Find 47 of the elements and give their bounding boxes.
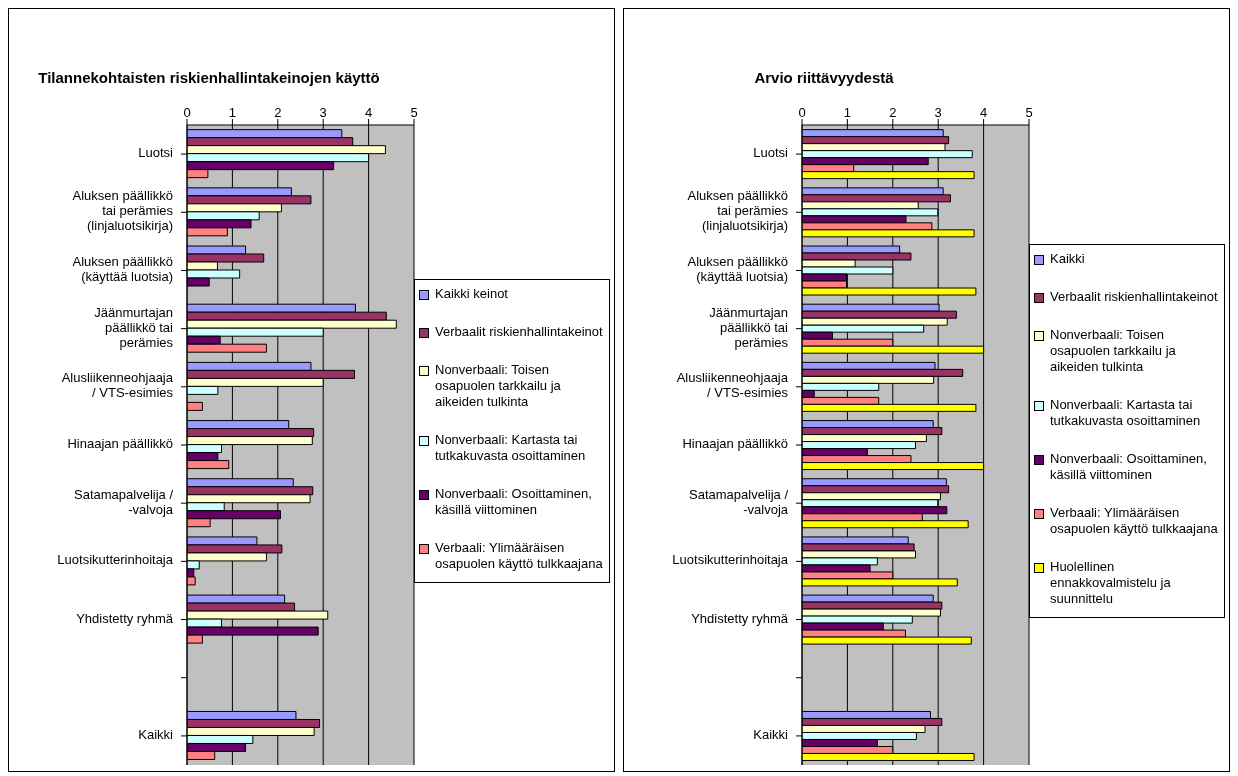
x-tick-label: 3 <box>319 105 327 120</box>
legend-label: Kaikki <box>1050 251 1085 267</box>
chart-title: Arvio riittävyydestä <box>753 68 895 88</box>
x-tick-label: 2 <box>889 105 897 120</box>
y-tick-label: Aluksen päällikkö (käyttää luotsia) <box>687 254 788 285</box>
x-tick-label: 0 <box>798 105 806 120</box>
y-tick-label: Satamapalvelija / -valvoja <box>689 487 789 518</box>
legend-label: Verbaali: Ylimääräisen osapuolen käyttö tulkkaajana <box>1050 505 1219 537</box>
y-tick-label: Luotsi <box>753 145 789 161</box>
legend-label: Nonverbaali: Kartasta tai tutkakuvasta osoittaminen <box>435 432 587 464</box>
y-tick-label: Aluksen päällikkö (käyttää luotsia) <box>72 254 173 285</box>
y-tick-label: Luotsi <box>138 145 174 161</box>
y-tick-label: Alusliikenneohjaaja / VTS-esimies <box>61 370 174 401</box>
y-tick-label: Hinaajan päällikkö <box>67 436 173 452</box>
y-tick-label: Kaikki <box>753 727 789 743</box>
x-tick-label: 4 <box>979 105 988 120</box>
legend-label: Kaikki keinot <box>435 286 508 302</box>
y-tick-label: Satamapalvelija / -valvoja <box>74 487 174 518</box>
chart-title: Tilannekohtaisten riskienhallintakeinojen käyttö <box>37 68 381 88</box>
y-tick-label: Yhdistetty ryhmä <box>76 610 174 626</box>
x-tick-label: 5 <box>410 105 418 120</box>
legend-label: Verbaali: Ylimääräisen osapuolen käyttö tulkkaajana <box>435 540 604 572</box>
x-tick-label: 0 <box>183 105 191 120</box>
legend-label: Nonverbaali: Osoittaminen, käsillä viittominen <box>1050 451 1208 483</box>
y-tick-label: Hinaajan päällikkö <box>682 436 788 452</box>
y-tick-label: Alusliikenneohjaaja / VTS-esimies <box>676 370 789 401</box>
legend-label: Nonverbaali: Toisen osapuolen tarkkailu ja aikeiden tulkinta <box>1050 327 1177 375</box>
y-tick-label: Luotsikutterinhoitaja <box>672 552 789 568</box>
y-tick-label: Jäänmurtajan päällikkö tai perämies <box>709 305 789 351</box>
y-tick-label: Yhdistetty ryhmä <box>691 610 789 626</box>
x-tick-label: 4 <box>364 105 373 120</box>
legend-label: Nonverbaali: Toisen osapuolen tarkkailu ja aikeiden tulkinta <box>435 362 562 410</box>
legend-label: Verbaalit riskienhallintakeinot <box>435 324 603 340</box>
x-tick-label: 5 <box>1025 105 1033 120</box>
legend-label: Nonverbaali: Osoittaminen, käsillä viittominen <box>435 486 593 518</box>
legend-label: Verbaalit riskienhallintakeinot <box>1050 289 1218 305</box>
y-tick-label: Kaikki <box>138 727 174 743</box>
legend-label: Huolellinen ennakkovalmistelu ja suunnittelu <box>1050 559 1172 607</box>
legend-label: Nonverbaali: Kartasta tai tutkakuvasta osoittaminen <box>1050 397 1202 429</box>
y-tick-label: Luotsikutterinhoitaja <box>57 552 174 568</box>
x-tick-label: 3 <box>934 105 942 120</box>
x-tick-label: 1 <box>843 105 852 120</box>
y-tick-label: Aluksen päällikkö tai perämies (linjaluotsikirja) <box>687 188 789 234</box>
x-tick-label: 2 <box>274 105 282 120</box>
y-tick-label: Aluksen päällikkö tai perämies (linjaluotsikirja) <box>72 188 174 234</box>
x-tick-label: 1 <box>228 105 237 120</box>
y-tick-label: Jäänmurtajan päällikkö tai perämies <box>94 305 174 351</box>
